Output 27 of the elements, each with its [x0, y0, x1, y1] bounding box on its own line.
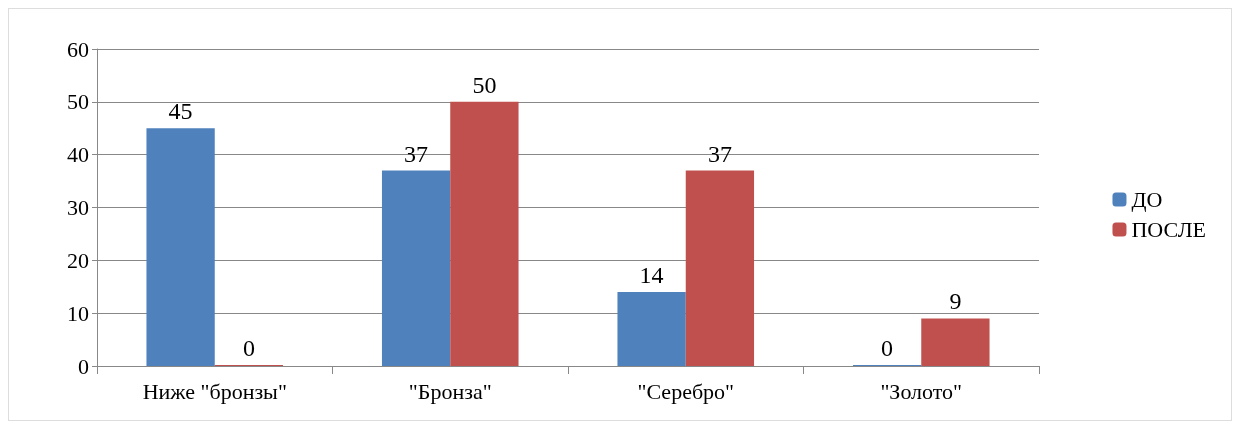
data-label: 37	[707, 140, 732, 167]
data-label: 0	[242, 335, 255, 361]
y-tick-label: 0	[78, 353, 89, 379]
x-tick-label: "Серебро"	[637, 378, 735, 404]
x-tick-label: "Золото"	[880, 378, 963, 404]
bar	[450, 101, 519, 366]
data-label: 14	[639, 262, 664, 289]
legend-label: ПОСЛЕ	[1131, 217, 1206, 242]
data-label: 37	[404, 140, 429, 167]
data-label: 0	[881, 335, 894, 361]
y-tick-label: 30	[67, 195, 89, 220]
data-label: 9	[949, 288, 962, 315]
data-label: 50	[472, 71, 497, 98]
bar	[381, 170, 451, 366]
y-tick-label: 60	[67, 36, 89, 62]
y-tick-label: 50	[67, 89, 89, 115]
bar	[685, 170, 755, 366]
x-tick-label: "Бронза"	[408, 378, 492, 404]
y-tick-label: 10	[67, 300, 89, 326]
bar	[921, 318, 990, 366]
legend-label: ДО	[1131, 187, 1163, 212]
data-label: 45	[168, 98, 193, 125]
bar	[617, 292, 686, 366]
y-tick-label: 40	[67, 142, 89, 168]
bar	[146, 128, 215, 366]
y-tick-label: 20	[67, 247, 89, 273]
x-tick-label: Ниже "бронзы"	[142, 378, 287, 404]
